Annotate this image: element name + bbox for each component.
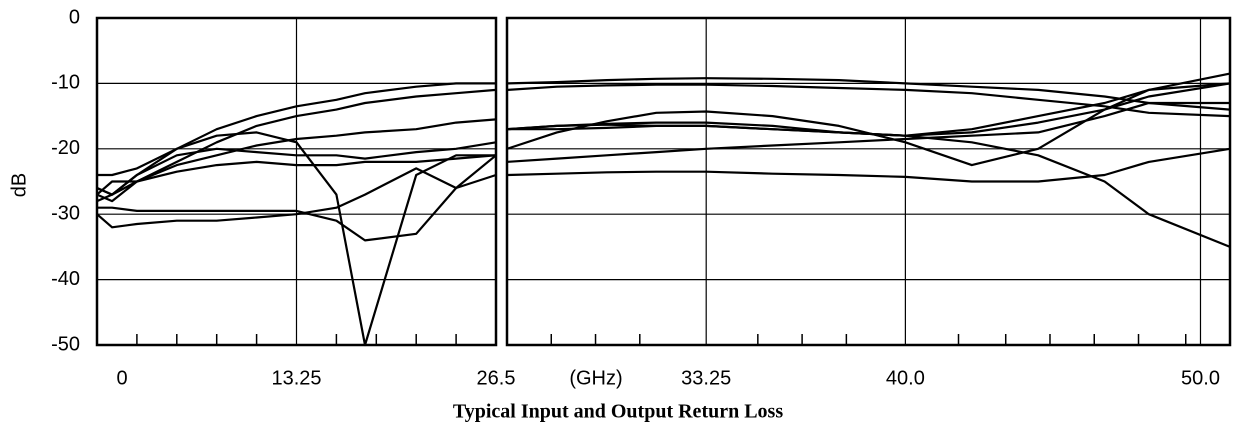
data-line bbox=[506, 101, 1230, 163]
data-line bbox=[506, 77, 1231, 111]
x-tick-label: 13.25 bbox=[271, 367, 321, 389]
x-tick-label: 40.0 bbox=[886, 367, 925, 389]
data-line bbox=[506, 72, 1231, 167]
y-axis-label: dB bbox=[8, 173, 30, 197]
data-line bbox=[97, 173, 497, 242]
x-tick-label: 33.25 bbox=[681, 367, 731, 389]
data-line bbox=[96, 141, 497, 196]
x-axis-unit: (GHz) bbox=[569, 367, 622, 389]
data-line bbox=[96, 118, 497, 203]
y-tick-label: -30 bbox=[51, 202, 80, 224]
data-line bbox=[507, 82, 1231, 137]
y-tick-label: -20 bbox=[51, 137, 80, 159]
x-tick-label: 26.5 bbox=[477, 367, 516, 389]
y-tick-label: -50 bbox=[51, 333, 80, 355]
data-line bbox=[96, 154, 497, 229]
x-tick-label: 50.0 bbox=[1181, 367, 1220, 389]
y-tick-label: 0 bbox=[69, 6, 80, 28]
y-tick-label: -10 bbox=[51, 72, 80, 94]
y-tick-label: -40 bbox=[51, 268, 80, 290]
chart-title: Typical Input and Output Return Loss bbox=[453, 401, 784, 423]
plot-frame bbox=[95, 16, 498, 347]
data-line bbox=[506, 83, 1231, 118]
data-line bbox=[506, 147, 1231, 183]
plot-frame bbox=[505, 16, 1232, 347]
data-line bbox=[97, 82, 496, 177]
data-line bbox=[96, 154, 497, 196]
x-tick-label: 0 bbox=[116, 367, 127, 389]
data-line bbox=[506, 123, 1231, 248]
